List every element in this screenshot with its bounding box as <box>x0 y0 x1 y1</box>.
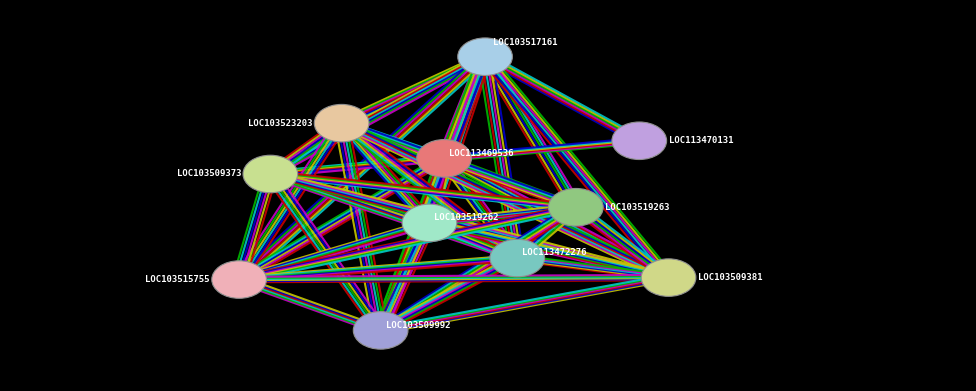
Ellipse shape <box>549 188 603 226</box>
Text: LOC113470131: LOC113470131 <box>669 136 733 145</box>
Text: LOC103509373: LOC103509373 <box>177 169 241 179</box>
Text: LOC103509992: LOC103509992 <box>386 321 450 330</box>
Ellipse shape <box>458 38 512 75</box>
Ellipse shape <box>353 312 408 349</box>
Ellipse shape <box>212 261 266 298</box>
Text: LOC103515755: LOC103515755 <box>145 275 210 284</box>
Text: LOC113469536: LOC113469536 <box>449 149 513 158</box>
Text: LOC103517161: LOC103517161 <box>493 38 557 47</box>
Ellipse shape <box>417 140 471 177</box>
Ellipse shape <box>641 259 696 296</box>
Text: LOC103509381: LOC103509381 <box>698 273 762 282</box>
Ellipse shape <box>243 155 298 193</box>
Text: LOC103519263: LOC103519263 <box>605 203 670 212</box>
Text: LOC103523203: LOC103523203 <box>248 118 312 128</box>
Ellipse shape <box>402 204 457 242</box>
Text: LOC113472276: LOC113472276 <box>522 248 587 257</box>
Ellipse shape <box>314 104 369 142</box>
Text: LOC103519262: LOC103519262 <box>434 213 499 222</box>
Ellipse shape <box>612 122 667 160</box>
Ellipse shape <box>490 239 545 277</box>
